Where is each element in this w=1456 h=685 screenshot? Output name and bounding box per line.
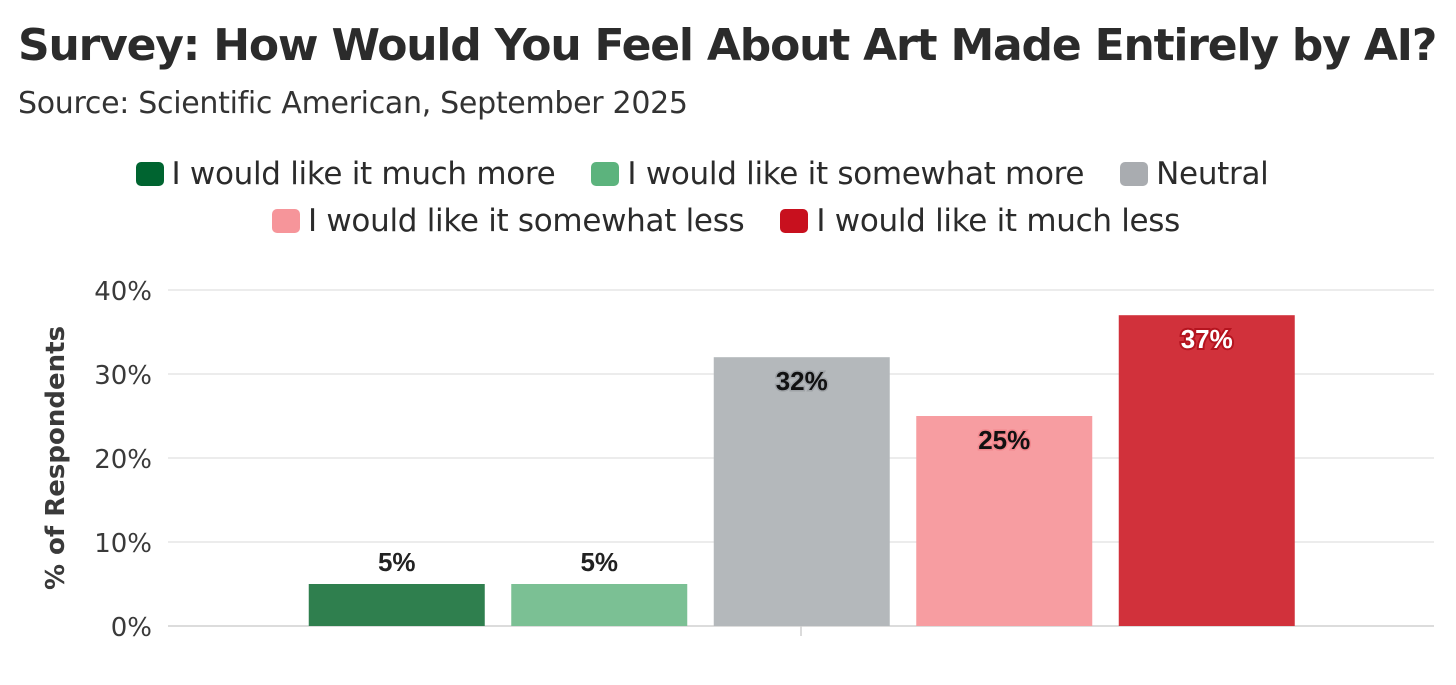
chart-title: Survey: How Would You Feel About Art Mad… <box>18 20 1437 71</box>
bar-value-label: 25% <box>978 425 1030 455</box>
bars <box>308 315 1295 626</box>
legend-swatch-somewhat-less <box>271 209 300 233</box>
legend-item-somewhat-less: I would like it somewhat less <box>271 203 745 239</box>
bar-value-label: 5% <box>378 547 416 577</box>
legend-swatch-neutral <box>1120 162 1149 186</box>
y-tick-label: 40% <box>94 277 152 307</box>
y-axis-ticks: 0% 10% 20% 30% 40% <box>94 277 152 643</box>
legend-label-neutral: Neutral <box>1156 156 1269 192</box>
bar-value-labels: 5% 5% 32% 25% 37% <box>378 322 1235 577</box>
legend-item-neutral: Neutral <box>1120 156 1269 192</box>
bar-value-label: 32% <box>776 366 828 396</box>
legend-row-2: I would like it somewhat less I would li… <box>0 203 1454 239</box>
y-tick-label: 30% <box>94 361 152 391</box>
legend-swatch-somewhat-more <box>591 162 620 186</box>
legend-label-much-less: I would like it much less <box>816 203 1181 239</box>
bar <box>1118 315 1295 626</box>
bar-value-label: 5% <box>580 547 618 577</box>
y-tick-label: 20% <box>94 445 152 475</box>
legend-swatch-much-less <box>780 209 809 233</box>
legend-swatch-much-more <box>135 162 164 186</box>
legend-label-much-more: I would like it much more <box>171 156 556 192</box>
y-axis-label: % of Respondents <box>41 326 71 590</box>
legend-item-much-less: I would like it much less <box>780 203 1180 239</box>
legend-label-somewhat-less: I would like it somewhat less <box>307 203 745 239</box>
legend-row-1: I would like it much more I would like i… <box>0 156 1430 192</box>
y-tick-label: 10% <box>94 529 152 559</box>
chart-subtitle: Source: Scientific American, September 2… <box>18 86 688 121</box>
legend-label-somewhat-more: I would like it somewhat more <box>627 156 1085 192</box>
legend-item-much-more: I would like it much more <box>135 156 556 192</box>
bar <box>713 357 890 626</box>
bar <box>916 416 1093 626</box>
bar <box>511 584 688 626</box>
bar <box>308 584 485 626</box>
legend-item-somewhat-more: I would like it somewhat more <box>591 156 1084 192</box>
y-tick-label: 0% <box>111 613 152 643</box>
bar-value-label: 37% <box>1181 324 1233 354</box>
